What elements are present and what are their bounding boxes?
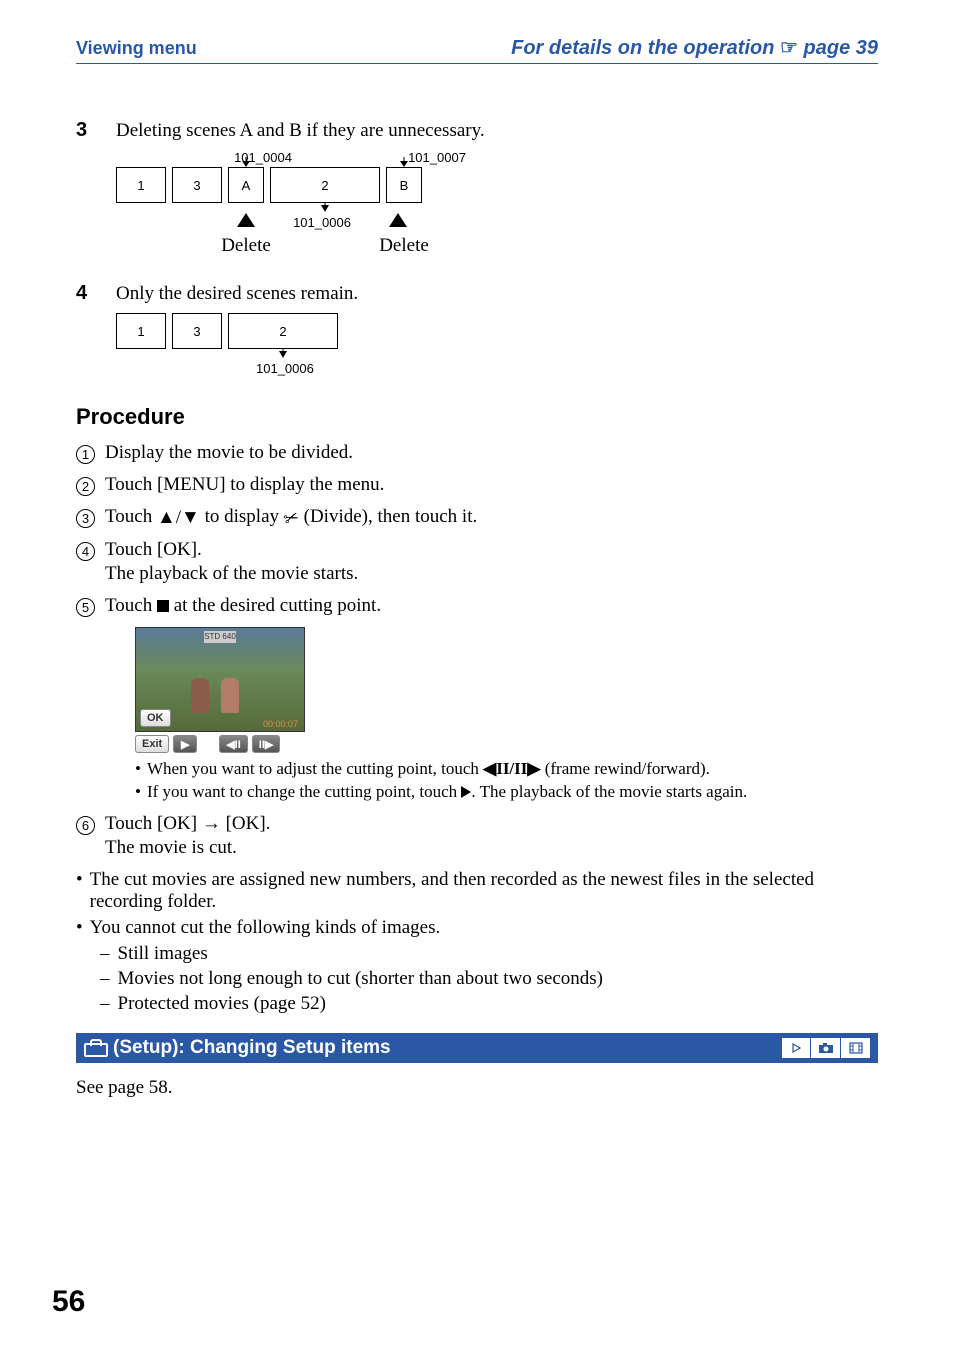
file-label: 101_0004	[228, 150, 298, 165]
step-text: Deleting scenes A and B if they are unne…	[116, 119, 485, 142]
note-item: •The cut movies are assigned new numbers…	[76, 869, 878, 913]
scene-box: 3	[172, 167, 222, 203]
procedure-step: 4 Touch [OK]. The playback of the movie …	[76, 539, 878, 587]
procedure-list: 1 Display the movie to be divided. 2 Tou…	[76, 442, 878, 861]
stop-icon	[157, 600, 169, 612]
camera-mode-icon	[811, 1037, 841, 1059]
scene-box: 3	[172, 313, 222, 349]
hand-icon: ☞	[780, 35, 798, 60]
step-number: 4	[76, 282, 116, 305]
scene-box: 1	[116, 167, 166, 203]
procedure-step: 6 Touch [OK] → [OK]. The movie is cut.	[76, 813, 878, 861]
step-badge: 2	[76, 477, 95, 496]
see-page-reference: See page 58.	[76, 1077, 878, 1099]
exit-button[interactable]: Exit	[135, 735, 169, 753]
note-item: •You cannot cut the following kinds of i…	[76, 917, 878, 939]
playback-mode-icon	[781, 1037, 811, 1059]
frame-rw-fw-icon: ◀II/II▶	[483, 759, 540, 778]
triangle-up-icon	[389, 213, 407, 227]
toolbox-icon	[83, 1039, 105, 1057]
arrow-right-icon: →	[202, 813, 221, 834]
list-item: –Movies not long enough to cut (shorter …	[100, 968, 878, 990]
header-reference: For details on the operation ☞ page 39	[511, 35, 878, 60]
step-badge: 5	[76, 598, 95, 617]
step-number: 3	[76, 119, 116, 142]
procedure-step: 2 Touch [MENU] to display the menu.	[76, 474, 878, 498]
delete-label: Delete	[374, 235, 434, 257]
note-item: • If you want to change the cutting poin…	[135, 782, 878, 802]
step-3: 3 Deleting scenes A and B if they are un…	[76, 119, 878, 142]
ok-button[interactable]: OK	[140, 709, 171, 727]
procedure-step: 5 Touch at the desired cutting point. ST…	[76, 595, 878, 805]
additional-notes: •The cut movies are assigned new numbers…	[76, 869, 878, 939]
scene-box: 2	[228, 313, 338, 349]
step-badge: 4	[76, 542, 95, 561]
step-badge: 1	[76, 445, 95, 464]
list-item: –Protected movies (page 52)	[100, 993, 878, 1015]
step-badge: 3	[76, 509, 95, 528]
restriction-list: –Still images –Movies not long enough to…	[100, 943, 878, 1015]
scene-box: A	[228, 167, 264, 203]
play-icon	[461, 786, 471, 798]
quality-indicator: STD 640	[204, 631, 236, 643]
file-label: 101_0006	[256, 361, 878, 376]
frame-forward-button[interactable]: II▶	[252, 735, 281, 753]
procedure-heading: Procedure	[76, 404, 878, 430]
scene-box: 1	[116, 313, 166, 349]
step-text: Only the desired scenes remain.	[116, 282, 358, 305]
procedure-step: 3 Touch ▲/▼ to display ✂ (Divide), then …	[76, 506, 878, 531]
up-down-icon: ▲/▼	[157, 507, 200, 529]
mode-icons	[781, 1037, 871, 1059]
triangle-up-icon	[237, 213, 255, 227]
step-badge: 6	[76, 816, 95, 835]
setup-section-bar: (Setup): Changing Setup items	[76, 1033, 878, 1063]
delete-label: Delete	[216, 235, 276, 257]
setup-title: (Setup): Changing Setup items	[113, 1037, 391, 1059]
movie-mode-icon	[841, 1037, 871, 1059]
scene-box: 2	[270, 167, 380, 203]
list-item: –Still images	[100, 943, 878, 965]
diagram-remaining-scenes: 1 3 2 101_0006	[116, 313, 878, 376]
procedure-step: 1 Display the movie to be divided.	[76, 442, 878, 466]
note-item: • When you want to adjust the cutting po…	[135, 759, 878, 779]
timer-label: 00:00:07	[263, 719, 298, 729]
file-label: 101_0007	[402, 150, 472, 165]
page-header: Viewing menu For details on the operatio…	[76, 35, 878, 64]
sub-notes: • When you want to adjust the cutting po…	[135, 759, 878, 802]
play-button[interactable]: ▶	[173, 735, 197, 753]
movie-cut-screenshot: STD 640 OK 00:00:07 Exit ▶ ◀II II▶	[135, 627, 305, 753]
diagram-delete-scenes: 101_0004 101_0007 1 3 A 2 B 101_0006 Del…	[116, 150, 878, 257]
scene-box: B	[386, 167, 422, 203]
file-label: 101_0006	[264, 215, 380, 230]
step-4: 4 Only the desired scenes remain.	[76, 282, 878, 305]
header-section: Viewing menu	[76, 38, 197, 59]
page-number: 56	[52, 1285, 85, 1319]
frame-rewind-button[interactable]: ◀II	[219, 735, 248, 753]
